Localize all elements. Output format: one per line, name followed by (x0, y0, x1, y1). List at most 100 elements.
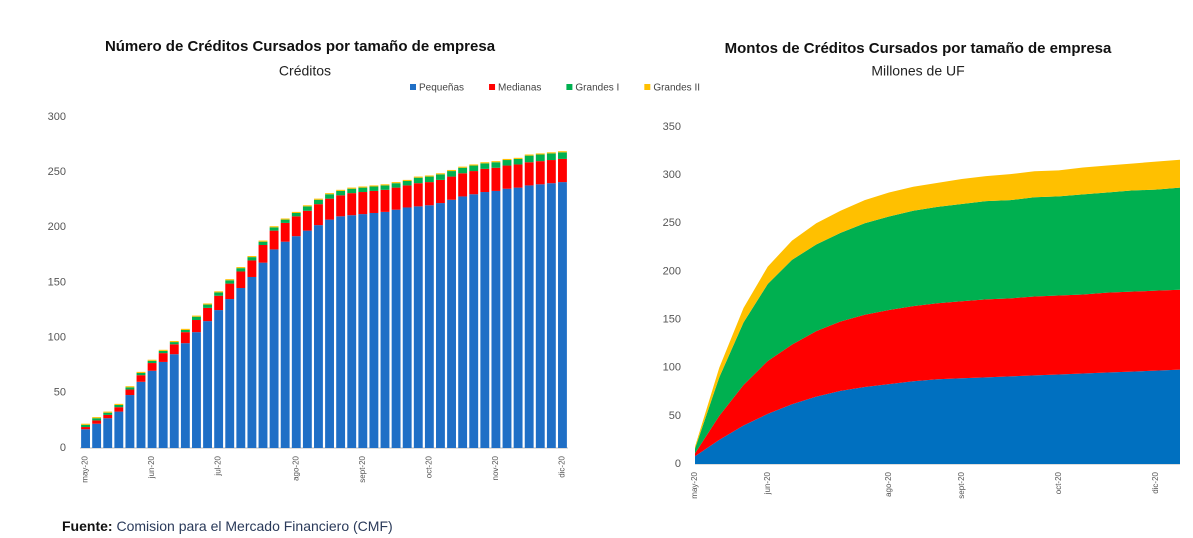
bar-segment (169, 354, 179, 448)
legend-label: Medianas (498, 83, 541, 94)
bar-segment (269, 230, 279, 250)
bar-segment (103, 418, 113, 448)
bar-segment (325, 194, 334, 199)
bar-segment (524, 154, 534, 156)
y-tick-label: 350 (663, 121, 681, 133)
bar-segment (380, 184, 390, 186)
bar-segment (247, 257, 257, 261)
bar-segment (203, 303, 212, 305)
bar-segment (158, 349, 168, 351)
legend-swatch (566, 84, 573, 90)
bar-segment (314, 225, 323, 448)
bar-segment (81, 423, 90, 425)
bar-segment (258, 262, 268, 448)
bar-segment (402, 207, 412, 448)
bar-segment (214, 310, 224, 448)
bar-segment (314, 199, 323, 205)
bar-segment (336, 190, 346, 196)
bar-segment (469, 194, 479, 448)
x-tick-label: dic-20 (1151, 471, 1160, 493)
bar-segment (180, 343, 190, 448)
bar-segment (136, 381, 146, 448)
bar-segment (158, 350, 168, 354)
bar-segment (302, 230, 312, 448)
bar-segment (147, 359, 157, 361)
bar-segment (458, 196, 468, 448)
bar-segment (458, 173, 468, 197)
legend-label: Grandes II (653, 83, 700, 94)
bar-segment (491, 190, 501, 448)
bar-segment (236, 268, 246, 272)
y-tick-label: 200 (663, 265, 681, 277)
bar-segment (269, 249, 279, 448)
bar-segment (125, 386, 135, 388)
bar-segment (169, 344, 179, 355)
bar-segment (214, 295, 224, 311)
bar-segment (269, 227, 279, 231)
x-tick-label: may-20 (690, 471, 699, 498)
bar-segment (424, 175, 434, 177)
x-tick-label: dic-20 (558, 455, 567, 477)
bar-segment (247, 256, 257, 258)
bar-segment (203, 304, 212, 308)
bar-segment (147, 370, 157, 448)
y-tick-label: 50 (54, 387, 66, 399)
bar-segment (447, 199, 456, 448)
bar-segment (424, 205, 434, 448)
chart-subtitle: Millones de UF (871, 63, 964, 79)
bar-segment (480, 162, 490, 164)
bar-segment (447, 171, 456, 177)
bar-segment (169, 340, 179, 343)
bar-segment (280, 219, 290, 223)
bar-segment (180, 332, 190, 344)
bar-segment (169, 342, 179, 345)
bar-segment (280, 218, 290, 220)
bar-segment (491, 162, 501, 168)
x-tick-label: ago-20 (291, 455, 300, 480)
legend-label: Pequeñas (419, 83, 464, 94)
bar-segment (558, 158, 567, 183)
bar-segment (480, 163, 490, 169)
bar-segment (391, 182, 401, 184)
bar-segment (103, 411, 113, 413)
bar-segment (402, 179, 412, 181)
bar-segment (225, 283, 235, 300)
bar-segment (114, 404, 124, 408)
bar-segment (125, 387, 135, 390)
bar-segment (535, 154, 545, 162)
area (695, 187, 1180, 454)
area (695, 289, 1180, 457)
bar-segment (535, 184, 545, 448)
y-tick-label: 150 (663, 313, 681, 325)
bar-segment (546, 183, 556, 448)
x-tick-label: sept-20 (358, 455, 367, 482)
bar-segment (369, 190, 379, 213)
bar-segment (291, 212, 301, 217)
bar-segment (81, 429, 90, 448)
bar-segment (336, 195, 346, 217)
bar-segment (436, 174, 445, 180)
bar-segment (369, 185, 379, 187)
bar-segment (92, 418, 102, 421)
legend-swatch (410, 84, 416, 90)
x-tick-label: ago-20 (884, 471, 893, 496)
bar-segment (147, 360, 157, 364)
bar-segment (258, 241, 268, 245)
bar-segment (491, 161, 501, 163)
y-tick-label: 250 (663, 217, 681, 229)
bar-segment (114, 407, 124, 412)
bar-segment (380, 211, 390, 448)
bar-segment (502, 158, 512, 161)
x-tick-label: may-20 (81, 455, 90, 482)
bar-segment (447, 176, 456, 200)
bar-segment (147, 363, 157, 371)
bar-segment (325, 193, 334, 195)
bar-segment (380, 189, 390, 212)
bar-segment (136, 372, 146, 376)
bar-segment (258, 240, 268, 242)
bar-segment (458, 166, 468, 168)
bar-segment (558, 152, 567, 159)
bar-segment (391, 187, 401, 210)
bar-segment (92, 417, 102, 419)
